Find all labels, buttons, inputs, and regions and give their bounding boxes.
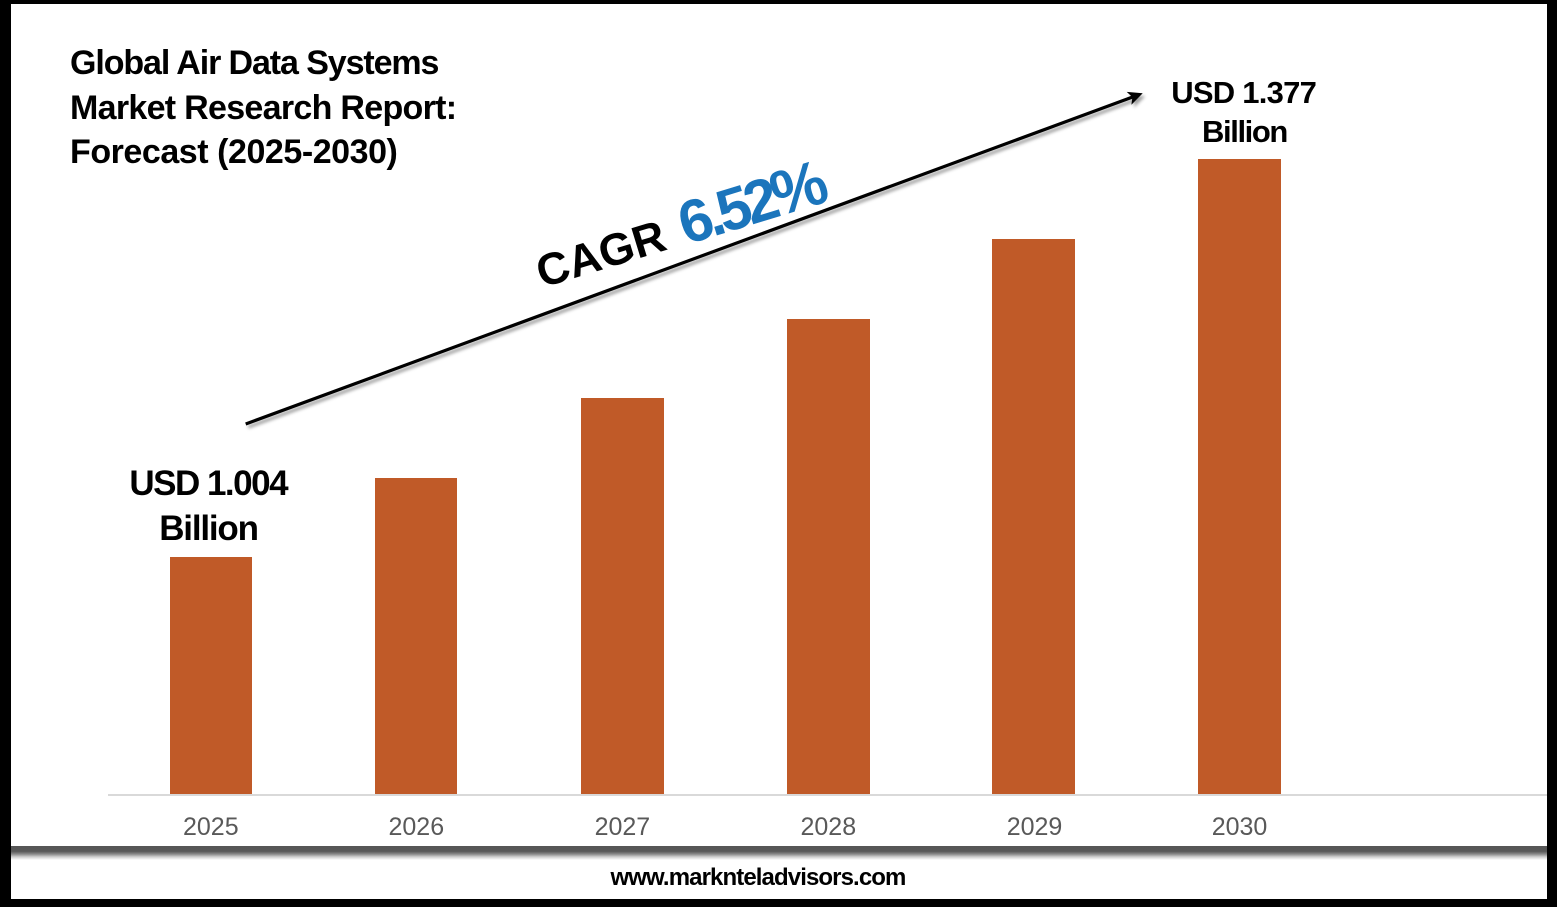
svg-text:CAGR 6.52%: CAGR 6.52% [526,147,836,303]
